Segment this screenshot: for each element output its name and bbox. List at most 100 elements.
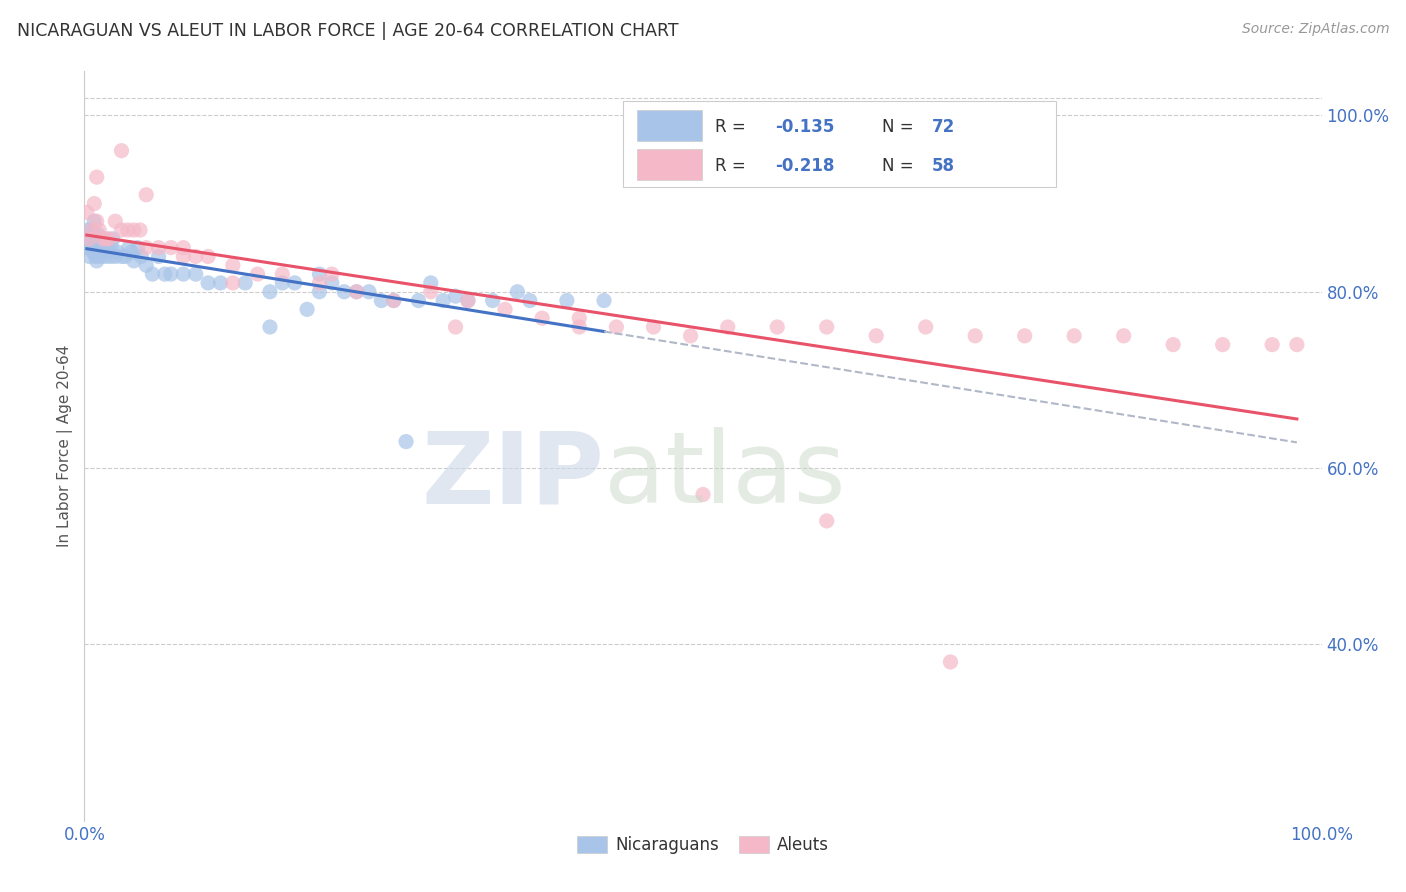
Point: [419, 276, 441, 290]
Point: [82, 245, 104, 260]
Point: [519, 293, 541, 308]
Text: R =: R =: [716, 157, 751, 175]
Point: [914, 320, 936, 334]
Point: [419, 285, 441, 299]
Point: [80, 236, 103, 251]
Point: [815, 320, 838, 334]
FancyBboxPatch shape: [623, 102, 1056, 187]
Point: [246, 267, 269, 281]
Point: [457, 293, 479, 308]
Point: [96, 232, 118, 246]
Point: [91, 232, 114, 246]
Point: [80, 223, 103, 237]
Point: [101, 232, 124, 246]
Point: [457, 293, 479, 308]
Point: [197, 250, 219, 264]
Point: [357, 285, 380, 299]
Point: [865, 328, 887, 343]
Point: [1014, 328, 1036, 343]
Point: [118, 241, 141, 255]
Point: [87, 227, 110, 242]
Point: [89, 223, 111, 237]
Point: [84, 236, 107, 251]
Point: [1063, 328, 1085, 343]
Point: [148, 250, 170, 264]
Text: N =: N =: [883, 118, 920, 136]
Point: [481, 293, 503, 308]
Point: [110, 144, 132, 158]
Point: [197, 276, 219, 290]
Point: [172, 250, 194, 264]
Point: [127, 241, 149, 255]
Point: [284, 276, 307, 290]
Point: [129, 250, 152, 264]
Point: [104, 214, 127, 228]
Point: [89, 250, 111, 264]
Point: [259, 320, 281, 334]
Point: [87, 245, 110, 260]
Point: [97, 241, 120, 255]
Point: [1261, 337, 1284, 351]
Point: [233, 276, 256, 290]
Point: [308, 285, 330, 299]
Point: [141, 267, 163, 281]
Point: [172, 267, 194, 281]
FancyBboxPatch shape: [637, 149, 702, 180]
Text: ZIP: ZIP: [422, 427, 605, 524]
Point: [444, 320, 467, 334]
Point: [939, 655, 962, 669]
Point: [1161, 337, 1184, 351]
Point: [89, 241, 111, 255]
Point: [643, 320, 665, 334]
Text: Source: ZipAtlas.com: Source: ZipAtlas.com: [1241, 22, 1389, 37]
Point: [346, 285, 368, 299]
Text: -0.135: -0.135: [775, 118, 834, 136]
Point: [135, 187, 157, 202]
Point: [815, 514, 838, 528]
Point: [1112, 328, 1135, 343]
Point: [91, 232, 114, 246]
Point: [271, 276, 294, 290]
Point: [444, 289, 467, 303]
Legend: Nicaraguans, Aleuts: Nicaraguans, Aleuts: [569, 830, 837, 861]
Point: [965, 328, 987, 343]
Point: [89, 236, 111, 251]
Point: [184, 267, 207, 281]
Point: [506, 285, 529, 299]
Point: [82, 227, 104, 242]
Text: atlas: atlas: [605, 427, 845, 524]
Point: [370, 293, 392, 308]
Point: [83, 241, 105, 255]
Point: [107, 245, 129, 260]
Point: [531, 311, 554, 326]
Text: N =: N =: [883, 157, 920, 175]
Point: [86, 232, 108, 246]
Text: R =: R =: [716, 118, 751, 136]
Point: [79, 232, 101, 246]
Point: [80, 223, 103, 237]
Text: NICARAGUAN VS ALEUT IN LABOR FORCE | AGE 20-64 CORRELATION CHART: NICARAGUAN VS ALEUT IN LABOR FORCE | AGE…: [17, 22, 679, 40]
Point: [717, 320, 740, 334]
Point: [679, 328, 702, 343]
Point: [172, 241, 194, 255]
Point: [766, 320, 789, 334]
Point: [271, 267, 294, 281]
Point: [77, 223, 100, 237]
Point: [148, 241, 170, 255]
Point: [382, 293, 405, 308]
Point: [79, 232, 101, 246]
Point: [494, 302, 516, 317]
Point: [120, 245, 142, 260]
Point: [83, 196, 105, 211]
Point: [76, 205, 98, 219]
Point: [110, 223, 132, 237]
Point: [79, 250, 101, 264]
Point: [94, 250, 117, 264]
Point: [346, 285, 368, 299]
Point: [129, 223, 152, 237]
Point: [568, 320, 591, 334]
Point: [1212, 337, 1234, 351]
Point: [222, 258, 245, 272]
Point: [153, 267, 176, 281]
Point: [555, 293, 578, 308]
